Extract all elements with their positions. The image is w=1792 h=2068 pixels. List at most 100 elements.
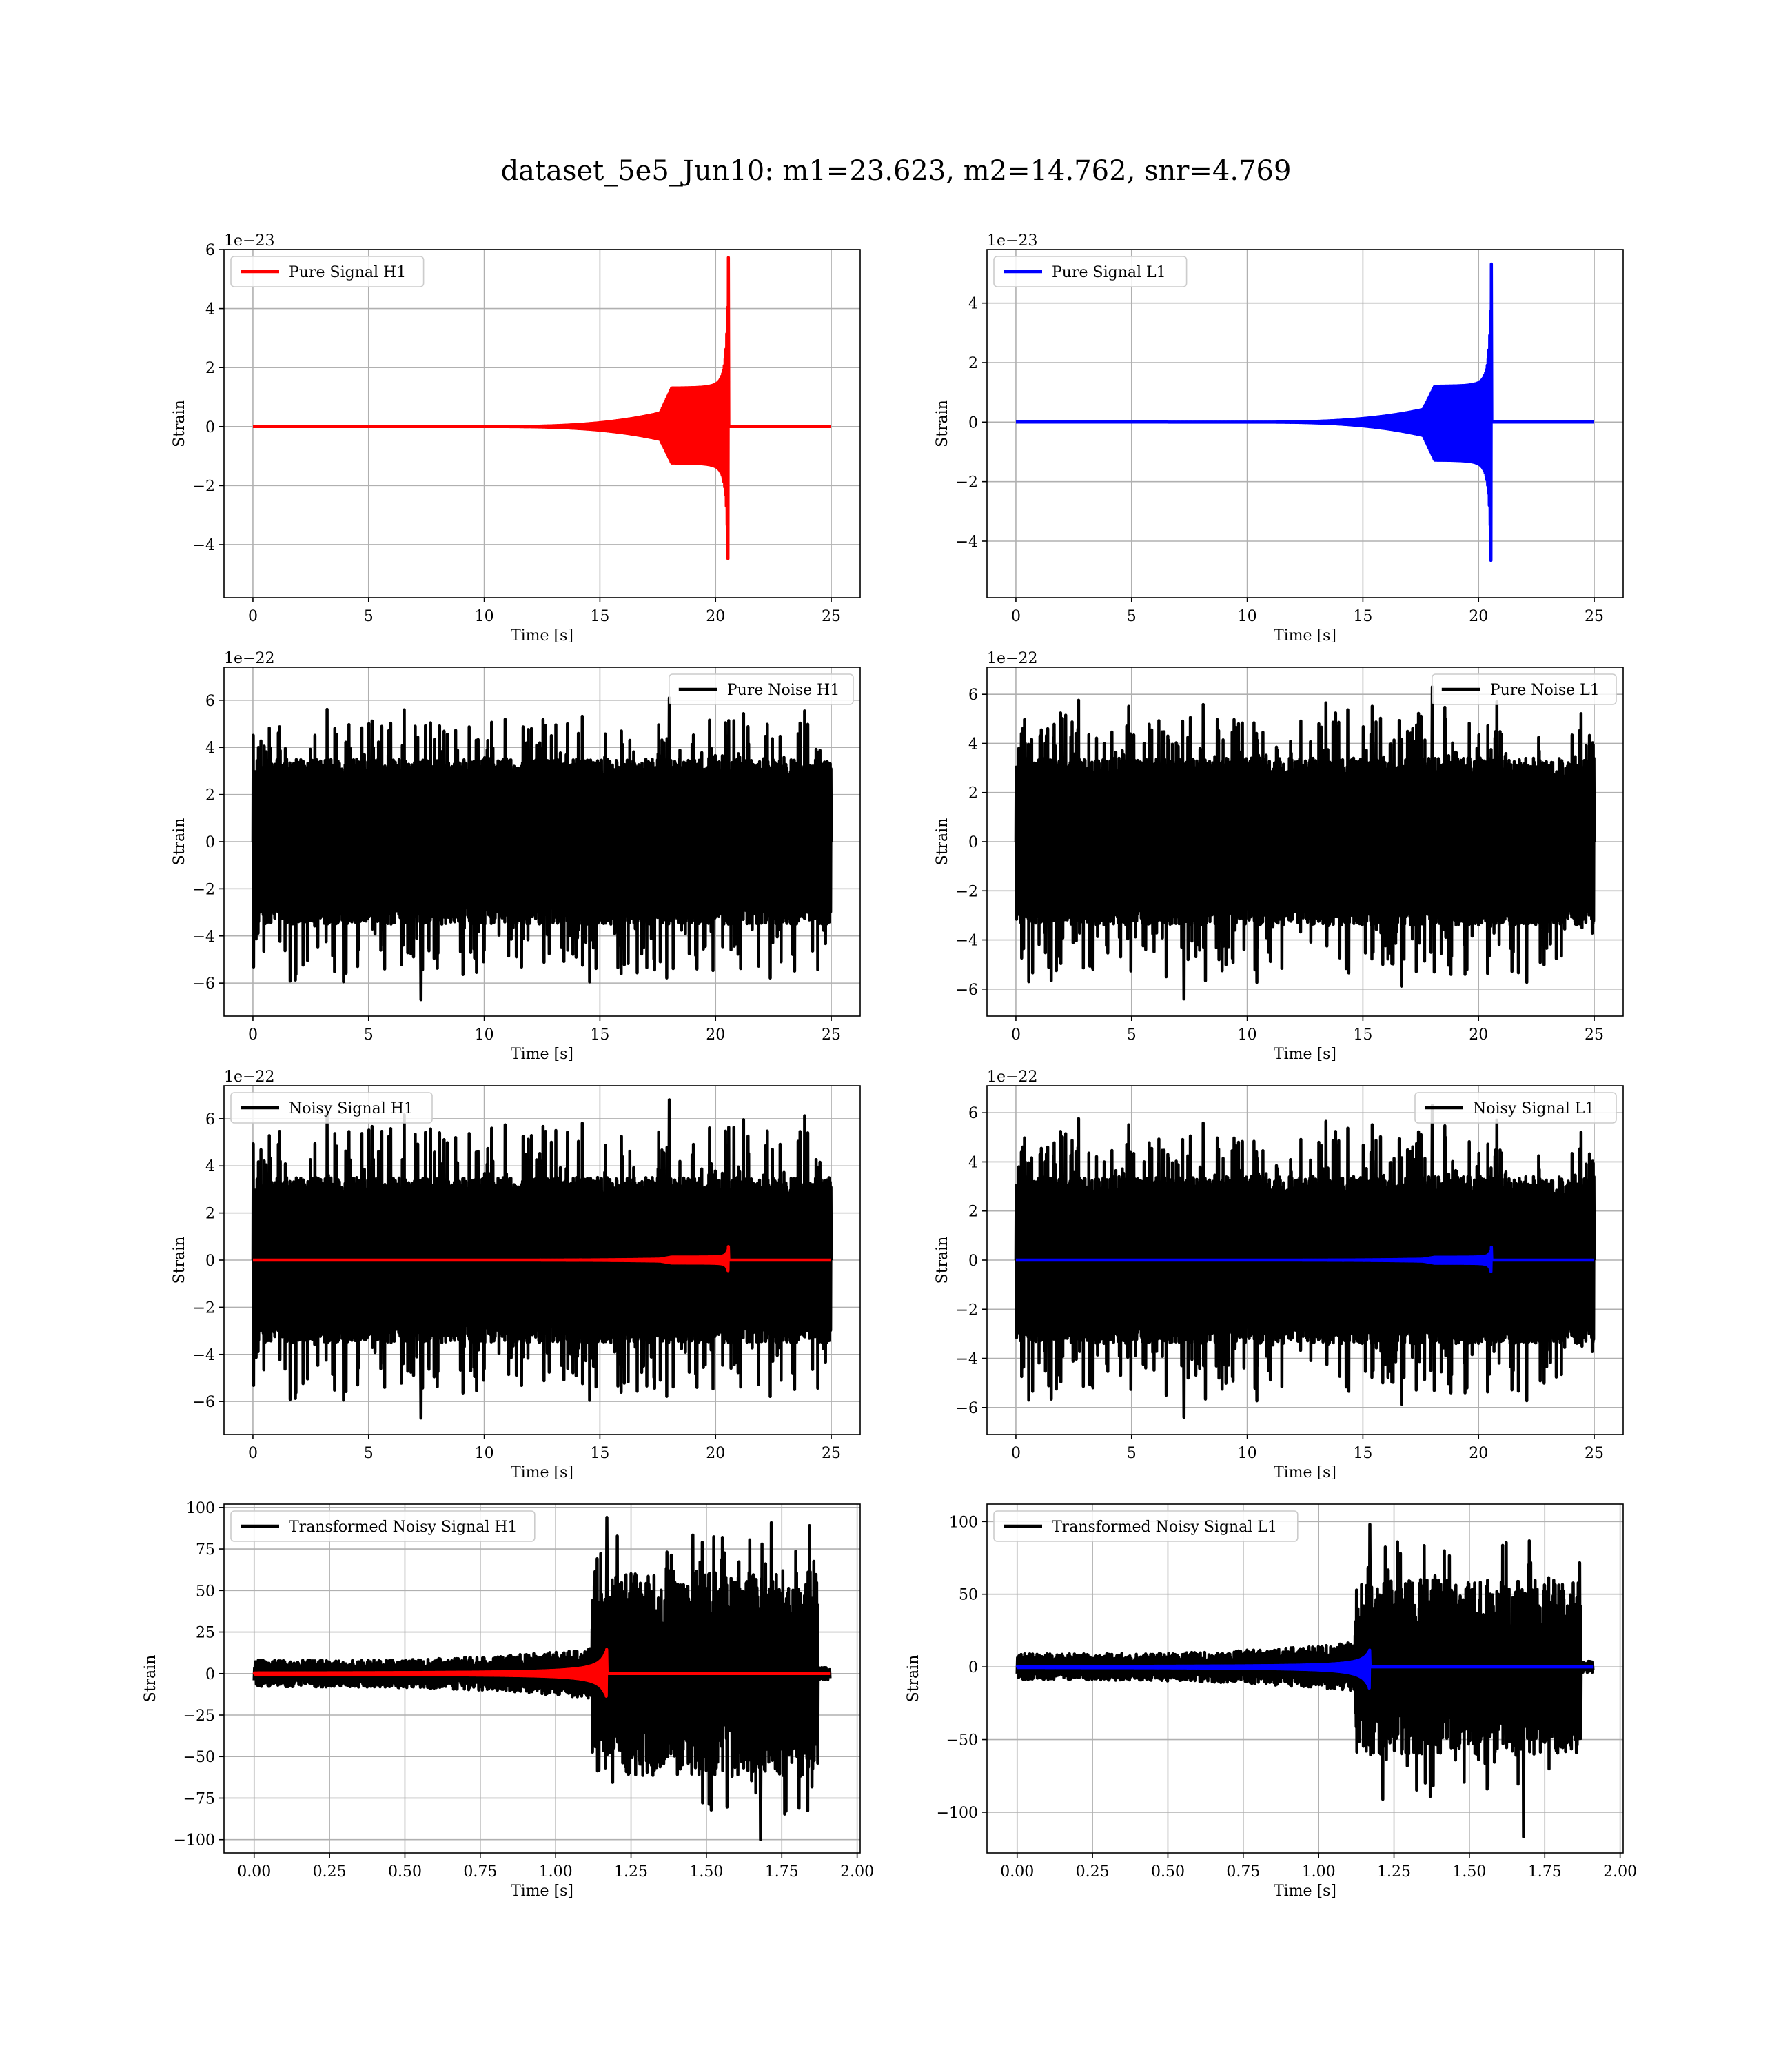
x-tick-label: 15: [590, 608, 609, 625]
y-axis-label: Strain: [905, 1655, 922, 1703]
y-tick-label: −2: [956, 474, 978, 491]
axes-frame: [986, 249, 1624, 598]
x-tick-label: 0.25: [313, 1863, 347, 1881]
x-tick-label: 25: [1585, 608, 1604, 625]
y-tick-label: 0: [968, 414, 978, 432]
x-tick-label: 5: [364, 1026, 374, 1044]
x-tick-label: 0: [248, 1445, 258, 1462]
y-tick-label: 0: [205, 1666, 215, 1683]
x-tick-label: 20: [1469, 1026, 1488, 1044]
y-tick-label: −100: [174, 1832, 215, 1849]
legend: Transformed Noisy Signal H1: [230, 1510, 536, 1542]
x-tick-label: 25: [1585, 1445, 1604, 1462]
x-tick-label: 20: [706, 608, 725, 625]
legend-label: Pure Noise H1: [727, 682, 840, 699]
y-tick-label: −2: [956, 1301, 978, 1319]
legend-box: [993, 256, 1188, 287]
y-tick-label: −6: [193, 975, 215, 993]
y-axis-label: Strain: [171, 1237, 188, 1284]
legend-label: Noisy Signal L1: [1473, 1100, 1594, 1117]
x-tick-label: 0.00: [237, 1863, 271, 1881]
y-tick-label: −4: [956, 534, 978, 551]
figure-title: dataset_5e5_Jun10: m1=23.623, m2=14.762,…: [500, 155, 1292, 187]
y-axis-label: Strain: [934, 1237, 951, 1284]
x-tick-label: 0.50: [388, 1863, 422, 1881]
offset-label: 1e−22: [224, 1068, 274, 1086]
axes-frame: [986, 1503, 1624, 1854]
legend-box: [993, 1510, 1299, 1542]
x-tick-label: 15: [590, 1445, 609, 1462]
series-line: [1015, 1523, 1595, 1839]
y-tick-label: −2: [956, 883, 978, 900]
x-tick-label: 10: [475, 608, 494, 625]
panel-pure-signal-h1: 0 5 10 15 20 25 −4 −2 0 2 4 6 Time [s] Strain 1e−23 Pur…: [171, 232, 861, 645]
x-tick-label: 20: [1469, 1445, 1488, 1462]
x-axis-label: Time [s]: [511, 627, 573, 645]
x-tick-label: 1.25: [1377, 1863, 1411, 1881]
series-line: [251, 696, 833, 1002]
series-line: [252, 1245, 833, 1273]
x-tick-label: 15: [1353, 608, 1372, 625]
series-line: [1015, 262, 1596, 562]
x-tick-label: 15: [590, 1026, 609, 1044]
y-tick-label: 0: [205, 1253, 215, 1270]
x-tick-label: 10: [1238, 608, 1257, 625]
series-line: [1014, 1104, 1596, 1419]
offset-label: 1e−23: [987, 232, 1037, 250]
x-axis-label: Time [s]: [511, 1883, 573, 1900]
panel-pure-noise-h1: 0 5 10 15 20 25 −6 −4 −2 0 2 4 6 Time [s] Strain 1e−22 P…: [171, 650, 861, 1063]
x-tick-label: 1.75: [765, 1863, 799, 1881]
y-tick-label: 4: [205, 1158, 215, 1175]
y-tick-label: −6: [956, 1400, 978, 1417]
x-tick-label: 0.25: [1076, 1863, 1110, 1881]
x-axis-label: Time [s]: [1274, 1883, 1336, 1900]
axes-frame: [223, 1503, 861, 1854]
offset-label: 1e−22: [987, 650, 1037, 667]
y-tick-label: 100: [186, 1500, 215, 1517]
x-tick-label: 25: [822, 608, 841, 625]
y-axis-label: Strain: [934, 818, 951, 866]
y-tick-label: −50: [183, 1749, 215, 1766]
axes-frame: [223, 249, 861, 598]
x-tick-label: 2.00: [840, 1863, 874, 1881]
x-tick-label: 0.50: [1151, 1863, 1185, 1881]
x-tick-label: 20: [1469, 608, 1488, 625]
x-tick-label: 15: [1353, 1445, 1372, 1462]
y-tick-label: 75: [196, 1541, 215, 1559]
y-tick-label: −2: [193, 881, 215, 898]
x-tick-label: 5: [364, 608, 374, 625]
x-axis-label: Time [s]: [1274, 627, 1336, 645]
offset-label: 1e−22: [987, 1068, 1037, 1086]
legend-box: [230, 256, 425, 287]
x-axis-label: Time [s]: [1274, 1046, 1336, 1063]
series-line: [252, 256, 833, 560]
legend: Pure Noise L1: [1432, 673, 1617, 705]
series-line: [252, 1516, 832, 1841]
x-tick-label: 10: [1238, 1026, 1257, 1044]
legend-box: [230, 1510, 536, 1542]
legend: Pure Signal L1: [993, 256, 1188, 287]
x-tick-label: 5: [1127, 1445, 1137, 1462]
y-tick-label: 50: [196, 1583, 215, 1600]
panel-noisy-signal-h1: 0 5 10 15 20 25 −6 −4 −2 0 2 4 6 Time [s] Strain 1e−22 N…: [171, 1068, 861, 1481]
y-tick-label: −4: [956, 1351, 978, 1368]
x-tick-label: 10: [475, 1026, 494, 1044]
panel-transformed-noisy-signal-l1: 0.00 0.25 0.50 0.75 1.00 1.25 1.50 1.75 2.00 −100…: [905, 1503, 1637, 1900]
x-tick-label: 0: [1011, 1026, 1021, 1044]
series-line: [251, 1098, 833, 1420]
x-tick-label: 1.00: [539, 1863, 573, 1881]
legend-box: [668, 673, 854, 705]
y-tick-label: −6: [193, 1394, 215, 1411]
x-tick-label: 0.00: [1000, 1863, 1034, 1881]
x-tick-label: 5: [364, 1445, 374, 1462]
y-tick-label: −2: [193, 478, 215, 495]
x-tick-label: 0: [248, 1026, 258, 1044]
legend-label: Pure Noise L1: [1490, 682, 1600, 699]
y-tick-label: 4: [968, 736, 978, 753]
x-tick-label: 1.75: [1528, 1863, 1562, 1881]
legend-label: Pure Signal L1: [1052, 264, 1166, 281]
legend-label: Noisy Signal H1: [289, 1100, 414, 1117]
y-tick-label: 0: [968, 834, 978, 851]
y-tick-label: 2: [205, 360, 215, 377]
